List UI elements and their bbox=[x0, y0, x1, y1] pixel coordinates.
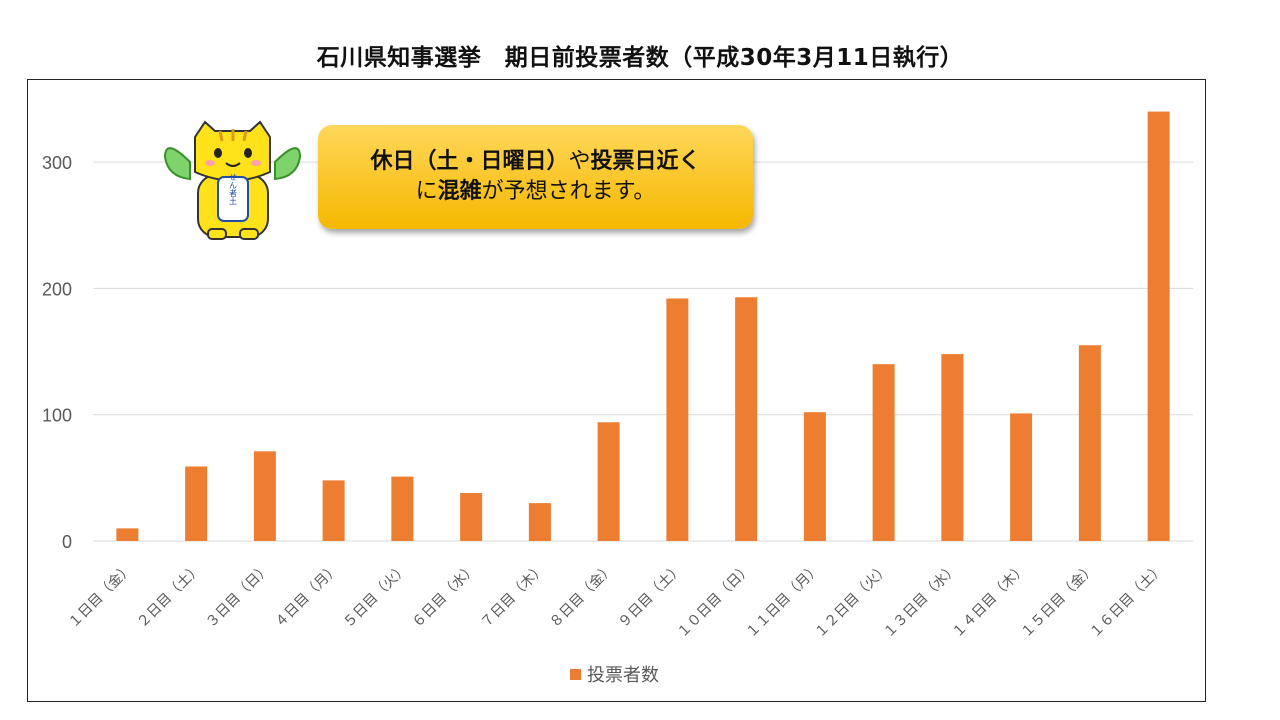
bar-4 bbox=[322, 480, 345, 541]
bar-1 bbox=[116, 528, 139, 541]
x-tick-label-16: １６日目（土） bbox=[1087, 561, 1168, 642]
bar-13 bbox=[941, 354, 964, 541]
bar-6 bbox=[460, 493, 483, 541]
bar-5 bbox=[391, 476, 414, 541]
y-tick-label-300: 300 bbox=[42, 153, 72, 173]
bar-3 bbox=[253, 451, 276, 541]
bar-10 bbox=[735, 297, 758, 541]
chart-frame bbox=[27, 79, 1206, 702]
bar-16 bbox=[1147, 111, 1170, 541]
cat-mascot-icon: せん者土 bbox=[163, 120, 302, 240]
x-tick-label-6: ６日目（水） bbox=[409, 561, 480, 632]
x-tick-label-7: ７日目（木） bbox=[478, 561, 549, 632]
callout-text-4: や bbox=[568, 149, 591, 174]
bar-11 bbox=[803, 412, 826, 541]
bar-8 bbox=[597, 422, 620, 541]
x-tick-label-5: ５日目（火） bbox=[340, 561, 411, 632]
legend-swatch bbox=[570, 669, 581, 680]
callout-text-3: ） bbox=[546, 149, 569, 174]
callout-text-2: 土・日曜日 bbox=[436, 149, 547, 174]
callout-text-8: 混雑 bbox=[437, 179, 482, 204]
x-tick-label-3: ３日目（日） bbox=[203, 561, 274, 632]
bar-7 bbox=[528, 503, 551, 541]
x-tick-label-8: ８日目（金） bbox=[547, 561, 618, 632]
bar-2 bbox=[185, 466, 208, 541]
x-tick-label-2: ２日目（土） bbox=[134, 561, 205, 632]
callout-text-0: 休日 bbox=[370, 149, 415, 174]
bar-12 bbox=[872, 364, 895, 541]
x-tick-label-9: ９日目（土） bbox=[615, 561, 686, 632]
x-tick-label-1: １日目（金） bbox=[65, 561, 136, 632]
callout-text-1: （ bbox=[414, 149, 437, 174]
y-tick-label-0: 0 bbox=[62, 532, 72, 552]
mascot-badge-text: せん者土 bbox=[229, 173, 238, 205]
bar-15 bbox=[1078, 345, 1101, 541]
y-tick-label-100: 100 bbox=[42, 406, 72, 426]
congestion-callout: 休日（土・日曜日）や投票日近くに混雑が予想されます。 bbox=[318, 125, 753, 229]
x-tick-label-4: ４日目（月） bbox=[272, 561, 343, 632]
callout-text-9: が予想されます。 bbox=[481, 179, 656, 204]
callout-text-5: 投票日近く bbox=[590, 149, 701, 174]
bar-14 bbox=[1010, 413, 1033, 541]
callout-text-7: に bbox=[415, 179, 438, 204]
legend-label: 投票者数 bbox=[587, 665, 659, 686]
chart-title: 石川県知事選挙 期日前投票者数（平成30年3月11日執行） bbox=[316, 45, 964, 71]
bar-9 bbox=[666, 298, 689, 541]
y-tick-label-200: 200 bbox=[42, 279, 72, 299]
